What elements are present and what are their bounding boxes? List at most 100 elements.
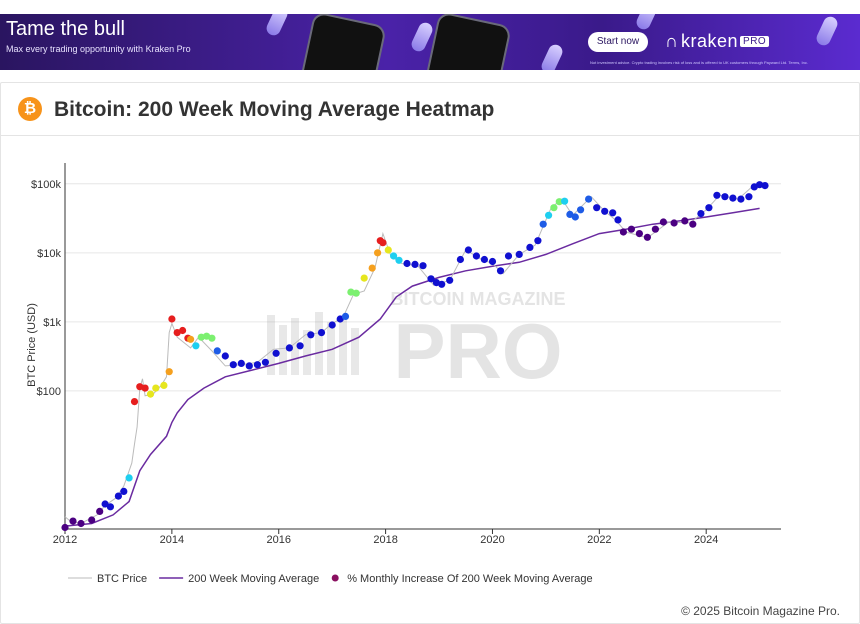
heat-dot xyxy=(464,246,472,254)
ad-banner[interactable]: Tame the bull Max every trading opportun… xyxy=(0,14,860,70)
ma-200w-line xyxy=(64,207,760,527)
heat-dot xyxy=(539,220,547,228)
heat-dot xyxy=(745,193,753,201)
heat-dot xyxy=(213,347,221,355)
heat-dot xyxy=(395,256,403,264)
heat-dot xyxy=(472,252,480,260)
kraken-logo: ∩ kraken PRO xyxy=(665,31,770,52)
legend-label: BTC Price xyxy=(97,573,147,585)
x-tick-label: 2012 xyxy=(53,534,77,546)
watermark: BITCOIN MAGAZINE PRO xyxy=(267,289,566,395)
heat-dot xyxy=(403,259,411,268)
heat-dot xyxy=(101,500,109,508)
watermark-top: BITCOIN MAGAZINE xyxy=(391,289,566,309)
heat-dot xyxy=(526,243,534,251)
x-tick-label: 2014 xyxy=(160,534,184,546)
heat-dot xyxy=(208,334,216,342)
heat-dot xyxy=(614,216,622,224)
y-tick-label: $1k xyxy=(43,317,61,329)
heat-dot xyxy=(69,517,77,525)
chart-header: ₿ Bitcoin: 200 Week Moving Average Heatm… xyxy=(1,83,859,136)
legend-item: 200 Week Moving Average xyxy=(159,573,319,585)
heat-dot xyxy=(721,193,729,201)
legend-item: % Monthly Increase Of 200 Week Moving Av… xyxy=(331,573,593,585)
heat-dots xyxy=(61,181,769,532)
heat-dot xyxy=(659,218,668,226)
heat-dot xyxy=(713,191,721,199)
ad-brand: kraken xyxy=(681,31,739,51)
heat-dot xyxy=(160,381,168,389)
heat-dot xyxy=(585,195,593,203)
heat-dot xyxy=(651,225,660,233)
heat-dot xyxy=(307,331,315,339)
heat-dot xyxy=(545,211,553,219)
heat-dot xyxy=(192,342,200,350)
heat-dot xyxy=(593,204,601,212)
heat-dot xyxy=(261,358,269,366)
heat-dot xyxy=(384,246,392,254)
heat-dot xyxy=(296,342,304,350)
heat-dot xyxy=(577,206,585,214)
heat-dot xyxy=(237,359,245,367)
x-tick-label: 2020 xyxy=(480,534,504,546)
legend-item: BTC Price xyxy=(68,573,147,585)
legend-label: 200 Week Moving Average xyxy=(188,573,319,585)
heat-dot xyxy=(737,195,745,203)
x-tick-label: 2024 xyxy=(694,534,718,546)
x-tick-label: 2018 xyxy=(373,534,397,546)
heat-dot xyxy=(229,361,237,369)
ad-brand-badge: PRO xyxy=(740,36,770,47)
heat-dot xyxy=(571,213,579,221)
heat-dot xyxy=(601,207,609,215)
y-tick-label: $10k xyxy=(37,248,61,260)
heat-dot xyxy=(352,289,360,297)
heat-dot xyxy=(756,181,764,189)
heat-dot xyxy=(106,503,114,511)
axes xyxy=(64,163,781,534)
heat-dot xyxy=(480,255,488,264)
x-tick-label: 2022 xyxy=(587,534,611,546)
heat-dot xyxy=(374,249,382,257)
heat-dot xyxy=(221,352,229,360)
copyright: © 2025 Bitcoin Magazine Pro. xyxy=(681,604,840,618)
heat-dot xyxy=(114,492,122,500)
heat-dot xyxy=(173,329,181,337)
heat-dot xyxy=(504,252,513,260)
heat-dot xyxy=(619,228,628,236)
watermark-pro: PRO xyxy=(393,307,562,395)
heat-dot xyxy=(141,384,149,392)
heat-dot xyxy=(272,349,280,357)
heat-dot xyxy=(317,329,326,337)
grid-lines xyxy=(65,183,781,392)
heat-dot xyxy=(561,197,569,205)
heat-dot xyxy=(681,217,689,225)
heat-dot xyxy=(245,362,253,370)
heat-dot xyxy=(130,398,139,406)
heat-dot xyxy=(643,233,652,241)
heat-dot xyxy=(496,267,505,275)
ad-cta-button[interactable]: Start now xyxy=(588,32,648,52)
watermark-bars xyxy=(267,312,359,375)
heat-dot xyxy=(555,198,563,206)
heat-dot xyxy=(705,204,713,212)
heat-dot xyxy=(179,326,187,335)
heat-dot xyxy=(379,239,387,247)
heat-dot xyxy=(360,274,368,282)
heat-dot xyxy=(77,519,85,528)
heat-dot xyxy=(456,255,464,264)
heat-dot xyxy=(120,487,128,495)
tick-labels: $100 $1k $10k $100k 2012 2014 2016 2018 2020 2022… xyxy=(31,179,718,546)
bitcoin-icon: ₿ xyxy=(18,97,42,121)
heat-dot xyxy=(390,252,398,260)
heat-dot xyxy=(534,237,542,245)
y-tick-label: $100 xyxy=(37,386,61,398)
heat-dot xyxy=(438,280,446,288)
y-tick-label: $100k xyxy=(31,179,61,191)
heat-dot xyxy=(146,390,155,398)
heat-dot xyxy=(125,474,133,482)
heat-dot xyxy=(488,257,497,266)
legend-swatch xyxy=(331,574,339,582)
ad-title: Tame the bull xyxy=(6,18,125,40)
heat-dot xyxy=(627,225,636,233)
